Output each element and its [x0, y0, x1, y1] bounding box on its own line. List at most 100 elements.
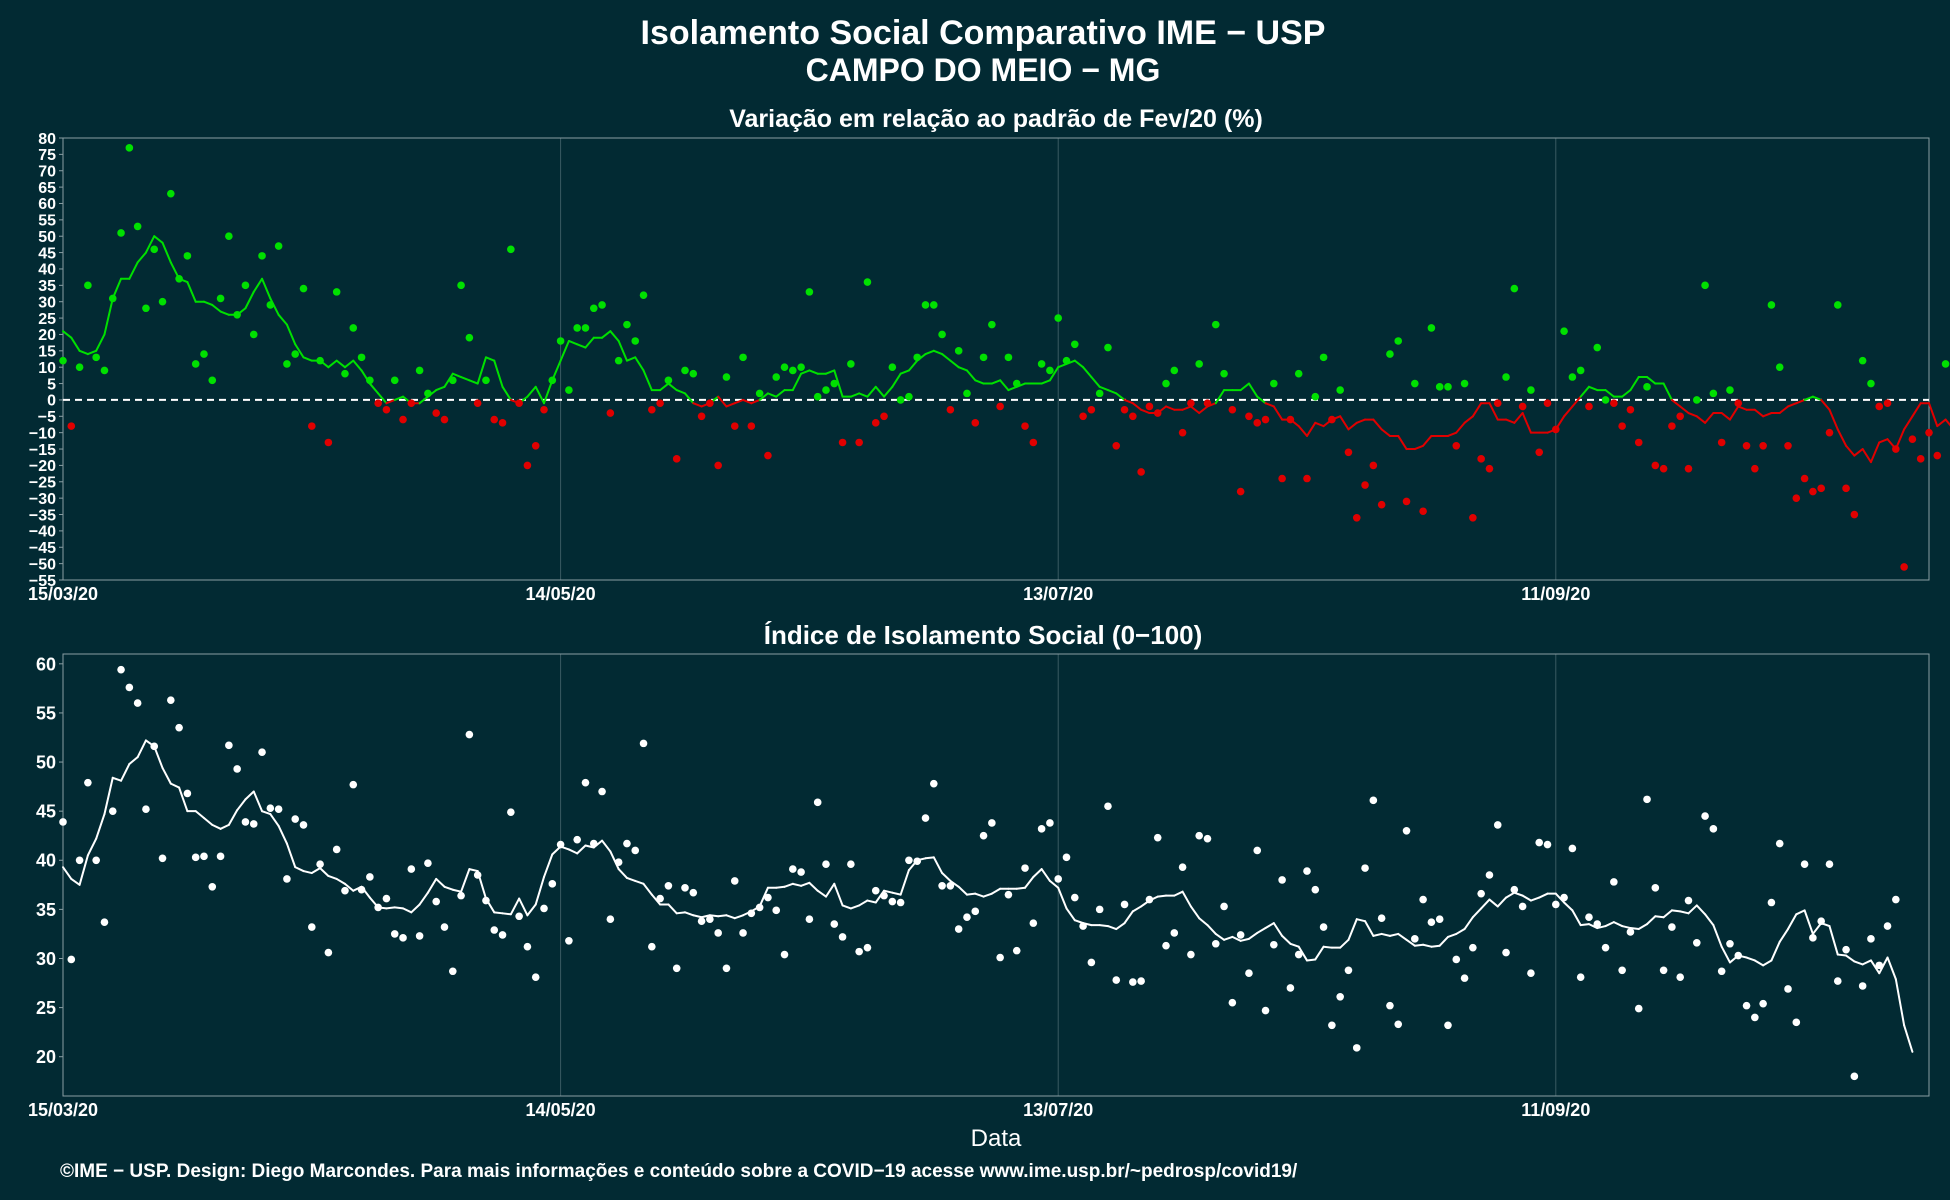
daily-point [1717, 967, 1726, 976]
moving-average-segment [1936, 418, 1947, 428]
daily-point [142, 304, 150, 313]
daily-point [1427, 918, 1436, 926]
moving-average-segment [78, 854, 89, 886]
isolation-index-y-axis: 60 55 50 45 40 35 30 25 20 [36, 654, 63, 1067]
moving-average-segment [509, 897, 521, 916]
daily-point [1220, 902, 1228, 911]
x-tick-label: 14/05/20 [526, 584, 596, 604]
moving-average-segment [1314, 945, 1325, 961]
daily-point [1610, 399, 1618, 408]
daily-point [672, 964, 681, 973]
y-tick-label: −40 [29, 524, 56, 541]
y-tick-label: 50 [38, 229, 56, 246]
moving-average-segment [559, 339, 570, 362]
daily-point [1502, 373, 1510, 381]
daily-point [1668, 923, 1676, 931]
moving-average-segment [1405, 938, 1416, 947]
moving-average-segment [783, 882, 794, 888]
moving-average-segment [62, 330, 73, 339]
moving-average-segment [1380, 932, 1391, 937]
moving-average-segment [800, 369, 811, 375]
moving-average-segment [534, 385, 546, 405]
daily-point [938, 330, 946, 339]
daily-point [1087, 958, 1096, 967]
daily-point [946, 882, 955, 890]
figure-title-line2: CAMPO DO MEIO − MG [806, 52, 1161, 88]
daily-point [1676, 973, 1684, 981]
daily-point [150, 245, 159, 254]
daily-point [332, 845, 341, 854]
daily-point [1228, 405, 1237, 414]
daily-point [1833, 977, 1842, 985]
daily-point [249, 330, 258, 339]
moving-average-segment [990, 887, 1002, 895]
daily-point [1352, 1044, 1361, 1052]
moving-average-segment [1529, 896, 1541, 902]
daily-point [1800, 474, 1809, 483]
moving-average-segment [1413, 943, 1425, 947]
y-tick-label: 45 [38, 245, 56, 262]
daily-point [158, 297, 167, 306]
daily-point [1883, 922, 1892, 930]
moving-average-segment [178, 786, 189, 813]
daily-point [167, 696, 175, 704]
daily-point [888, 897, 897, 906]
daily-point [896, 898, 905, 907]
daily-point [283, 360, 291, 368]
moving-average-segment [1604, 389, 1615, 398]
daily-point [689, 369, 698, 378]
moving-average-segment [1463, 415, 1474, 424]
daily-point [1444, 383, 1452, 391]
moving-average-segment [128, 756, 139, 766]
moving-average-segment [103, 776, 114, 816]
moving-average-segment [1297, 945, 1308, 962]
moving-average-segment [476, 356, 487, 385]
daily-point [1726, 386, 1734, 394]
moving-average-segment [1778, 405, 1790, 415]
moving-average-segment [965, 892, 977, 896]
daily-point [573, 835, 581, 844]
moving-average-segment [1521, 412, 1532, 434]
moving-average-segment [236, 798, 247, 812]
daily-point [855, 438, 863, 447]
moving-average-segment [700, 914, 711, 919]
daily-point [556, 840, 565, 849]
moving-average-segment [1513, 412, 1524, 424]
moving-average-segment [1662, 382, 1673, 401]
moving-average-segment [1247, 931, 1259, 940]
moving-average-segment [584, 336, 595, 349]
daily-point [258, 748, 266, 757]
moving-average-segment [1446, 932, 1458, 938]
moving-average-segment [1928, 402, 1939, 428]
daily-point [714, 461, 722, 470]
daily-point [1394, 337, 1403, 345]
variation-moving-average-line [62, 235, 1950, 464]
daily-point [158, 854, 167, 863]
daily-point [1701, 812, 1709, 820]
daily-point [531, 441, 540, 450]
daily-point [1535, 448, 1544, 457]
moving-average-segment [1347, 918, 1358, 941]
daily-point [1701, 281, 1709, 290]
daily-point [1767, 898, 1776, 907]
daily-point [1170, 366, 1179, 375]
daily-point [1477, 889, 1485, 898]
daily-point [490, 926, 499, 934]
daily-point [888, 363, 897, 371]
moving-average-segment [1728, 405, 1740, 421]
daily-point [1037, 360, 1046, 368]
moving-average-segment [261, 810, 272, 816]
daily-point [1585, 402, 1593, 411]
daily-point [1775, 839, 1784, 848]
moving-average-segment [1372, 418, 1383, 431]
y-tick-label: 20 [38, 327, 56, 344]
moving-average-segment [1281, 934, 1292, 945]
moving-average-segment [642, 369, 653, 392]
moving-average-segment [941, 872, 952, 882]
moving-average-segment [1488, 898, 1499, 908]
moving-average-segment [252, 790, 264, 813]
moving-average-segment [1463, 916, 1474, 931]
moving-average-segment [1820, 398, 1831, 411]
daily-point [515, 912, 523, 921]
